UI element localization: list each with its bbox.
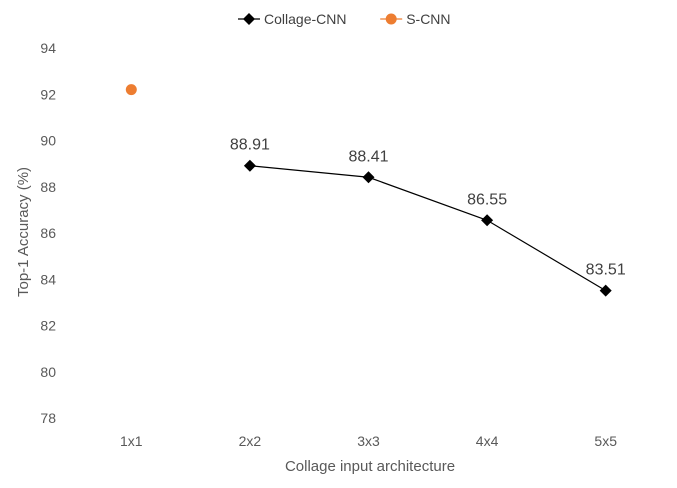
legend-marker xyxy=(385,13,397,25)
y-axis-ticks: 78 80 82 84 86 88 90 92 94 xyxy=(40,40,56,426)
legend-item-s-cnn: S-CNN xyxy=(380,11,451,27)
y-tick-label: 90 xyxy=(40,133,56,149)
y-tick-label: 92 xyxy=(40,86,56,102)
y-tick-label: 82 xyxy=(40,318,56,334)
data-point-collage-cnn xyxy=(599,284,612,297)
data-label: 86.55 xyxy=(467,191,507,208)
y-tick-label: 84 xyxy=(40,271,56,287)
x-tick-label: 3x3 xyxy=(357,433,380,449)
legend-marker xyxy=(243,13,255,25)
y-tick-label: 88 xyxy=(40,179,56,195)
data-point-collage-cnn xyxy=(243,159,256,172)
legend-label: S-CNN xyxy=(406,11,450,27)
x-axis-title: Collage input architecture xyxy=(285,458,455,475)
data-point-collage-cnn xyxy=(481,214,494,227)
data-point-s-cnn xyxy=(125,84,137,96)
series-layer: 88.91 88.41 86.55 83.51 xyxy=(125,84,626,297)
y-tick-label: 80 xyxy=(40,364,56,380)
data-point-collage-cnn xyxy=(362,171,375,184)
x-tick-label: 2x2 xyxy=(239,433,262,449)
data-label: 88.91 xyxy=(230,137,270,154)
legend-label: Collage-CNN xyxy=(264,11,346,27)
data-label: 83.51 xyxy=(586,262,626,279)
x-tick-label: 5x5 xyxy=(594,433,617,449)
y-tick-label: 78 xyxy=(40,410,56,426)
y-tick-label: 86 xyxy=(40,225,56,241)
legend: Collage-CNN S-CNN xyxy=(238,11,451,27)
series-line-collage-cnn xyxy=(249,165,607,292)
y-axis-title: Top-1 Accuracy (%) xyxy=(15,167,32,297)
series-collage-cnn: 88.91 88.41 86.55 83.51 xyxy=(230,137,626,297)
x-tick-label: 1x1 xyxy=(120,433,143,449)
legend-item-collage-cnn: Collage-CNN xyxy=(238,11,346,27)
series-s-cnn xyxy=(125,84,137,96)
y-tick-label: 94 xyxy=(40,40,56,56)
data-label: 88.41 xyxy=(348,148,388,165)
x-tick-label: 4x4 xyxy=(476,433,499,449)
x-axis-ticks: 1x1 2x2 3x3 4x4 5x5 xyxy=(120,433,617,449)
